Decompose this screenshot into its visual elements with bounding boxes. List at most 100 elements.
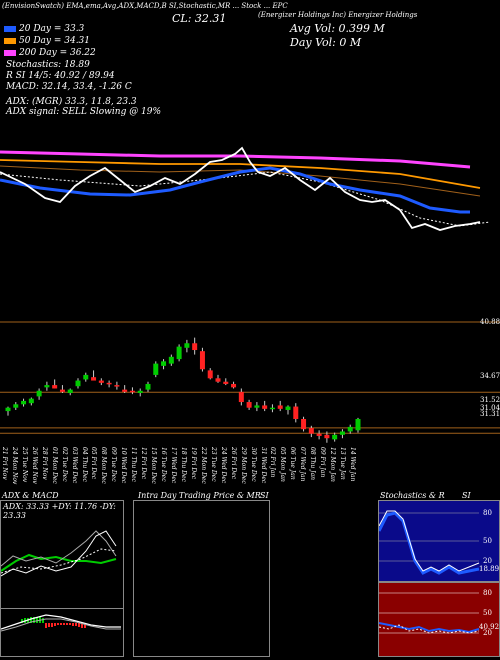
date-tick-label: 09 Tue Dec bbox=[110, 447, 118, 482]
si-level-80: 80 bbox=[483, 589, 492, 597]
price-line bbox=[0, 146, 481, 231]
moving-average-panel bbox=[0, 146, 491, 231]
date-tick-label: 17 Wed Dec bbox=[170, 447, 178, 484]
adx-panel-title: ADX & MACD bbox=[2, 491, 59, 500]
candle-body bbox=[83, 374, 89, 380]
date-tick-label: 24 Mon Nov bbox=[10, 447, 18, 485]
candle-body bbox=[44, 385, 50, 388]
date-tick-label: 26 Wed Nov bbox=[30, 447, 38, 484]
adx-values: ADX: 33.33 +DY: 11.76 -DY: 23.33 bbox=[3, 502, 116, 520]
adx-chart bbox=[1, 530, 117, 577]
candle-body bbox=[114, 385, 120, 387]
orange-thin-line bbox=[0, 165, 481, 197]
candle-body bbox=[13, 404, 19, 408]
ema-white-dotted bbox=[0, 171, 491, 227]
level-31.04: 31.04 bbox=[480, 404, 500, 412]
date-tick-label: 04 Thu Dec bbox=[80, 447, 88, 482]
candle-body bbox=[262, 405, 268, 409]
level-31.52: 31.52 bbox=[480, 396, 500, 404]
candle-body bbox=[332, 434, 338, 440]
candle-body bbox=[207, 370, 213, 379]
candle-body bbox=[269, 407, 275, 410]
dm-dotted-line bbox=[1, 548, 117, 574]
dm-minus-line bbox=[1, 530, 117, 577]
candle-body bbox=[231, 383, 237, 388]
candle-body bbox=[161, 361, 167, 366]
macd-signal-line bbox=[1, 618, 121, 632]
candle-body bbox=[285, 406, 291, 410]
date-tick-label: 14 Wed Jan bbox=[349, 447, 356, 482]
candle-body bbox=[36, 390, 42, 397]
candle-body bbox=[293, 406, 299, 419]
date-tick-label: 02 Fri Jan bbox=[269, 447, 277, 478]
date-tick-label: 29 Mon Dec bbox=[239, 447, 247, 484]
macd-bar bbox=[69, 623, 71, 625]
candle-body bbox=[246, 402, 252, 408]
stoch-level-80: 80 bbox=[483, 509, 492, 517]
date-tick-label: 02 Tue Dec bbox=[60, 447, 68, 482]
si-last-value: 40.92 bbox=[479, 623, 500, 631]
date-tick-label: 30 Tue Dec bbox=[249, 447, 257, 482]
macd-bar bbox=[51, 623, 53, 627]
macd-bar bbox=[30, 617, 32, 623]
date-tick-label: 21 Fri Nov bbox=[1, 447, 8, 480]
candle-body bbox=[347, 426, 353, 432]
stoch-d-line bbox=[379, 510, 480, 572]
candle-body bbox=[277, 405, 283, 409]
company-name: (Energizer Holdings Inc) Energizer Holdi… bbox=[258, 11, 418, 19]
intraday-panel bbox=[133, 500, 270, 657]
candle-body bbox=[308, 428, 314, 434]
macd-bar bbox=[42, 618, 44, 623]
date-tick-label: 16 Tue Dec bbox=[160, 447, 168, 482]
adx-signal: ADX signal: SELL Slowing @ 19% bbox=[6, 107, 162, 117]
price-level-lines bbox=[0, 321, 500, 434]
candle-body bbox=[122, 389, 128, 392]
candle-body bbox=[137, 390, 143, 393]
candle-body bbox=[67, 389, 73, 393]
date-tick-label: 26 Fri Dec bbox=[229, 447, 237, 480]
date-tick-label: 08 Thu Jan bbox=[309, 447, 317, 481]
date-tick-label: 12 Fri Dec bbox=[140, 447, 148, 480]
macd-chart bbox=[1, 614, 121, 632]
macd-bar bbox=[36, 617, 38, 623]
date-axis: 21 Fri Nov 24 Mon Nov 25 Tue Nov 26 Wed Nov… bbox=[0, 445, 500, 495]
stochastics-chart bbox=[379, 510, 480, 575]
stochastics-panel: 80 50 20 18.89 bbox=[378, 500, 500, 582]
macd-bar bbox=[81, 623, 83, 628]
candle-body bbox=[316, 433, 322, 436]
macd-bar bbox=[60, 623, 62, 625]
avg-volume: Avg Vol: 0.399 M bbox=[290, 22, 385, 35]
candle-body bbox=[75, 380, 81, 387]
candle-body bbox=[168, 356, 174, 364]
ema20-label: 20 Day = 33.3 bbox=[4, 24, 84, 34]
candle-body bbox=[153, 363, 159, 375]
macd-bar bbox=[54, 623, 56, 626]
close-price: CL: 32.31 bbox=[172, 12, 227, 25]
macd-bar bbox=[48, 623, 50, 627]
day-volume: Day Vol: 0 M bbox=[290, 36, 362, 49]
ema50-label: 50 Day = 34.31 bbox=[4, 36, 90, 46]
macd-bar bbox=[21, 619, 23, 623]
candle-body bbox=[215, 378, 221, 382]
date-tick-label: 31 Wed Dec bbox=[259, 447, 267, 484]
candle-body bbox=[129, 390, 135, 393]
macd-readout: MACD: 32.14, 33.4, -1.26 C bbox=[6, 82, 132, 92]
candlestick-panel bbox=[0, 321, 500, 443]
macd-bar bbox=[57, 623, 59, 625]
date-tick-label: 07 Wed Jan bbox=[299, 447, 307, 482]
date-tick-label: 23 Tue Dec bbox=[209, 447, 217, 482]
macd-bar bbox=[72, 623, 74, 626]
ema200-label: 200 Day = 36.22 bbox=[4, 48, 96, 58]
date-tick-label: 05 Mon Jan bbox=[279, 447, 287, 482]
ema50-line bbox=[0, 159, 481, 189]
stoch-panel-title: Stochastics & R bbox=[380, 491, 445, 500]
candle-body bbox=[199, 351, 205, 370]
macd-bar bbox=[78, 623, 80, 627]
stoch-last-value: 18.89 bbox=[479, 565, 500, 573]
level-31.31: 31.31 bbox=[480, 410, 500, 418]
stoch-k-line bbox=[379, 511, 480, 575]
date-tick-label: 15 Mon Dec bbox=[150, 447, 158, 484]
date-tick-label: 12 Mon Jan bbox=[329, 447, 337, 482]
date-tick-label: 24 Wed Dec bbox=[219, 447, 227, 484]
date-tick-label: 11 Thu Dec bbox=[130, 447, 138, 482]
